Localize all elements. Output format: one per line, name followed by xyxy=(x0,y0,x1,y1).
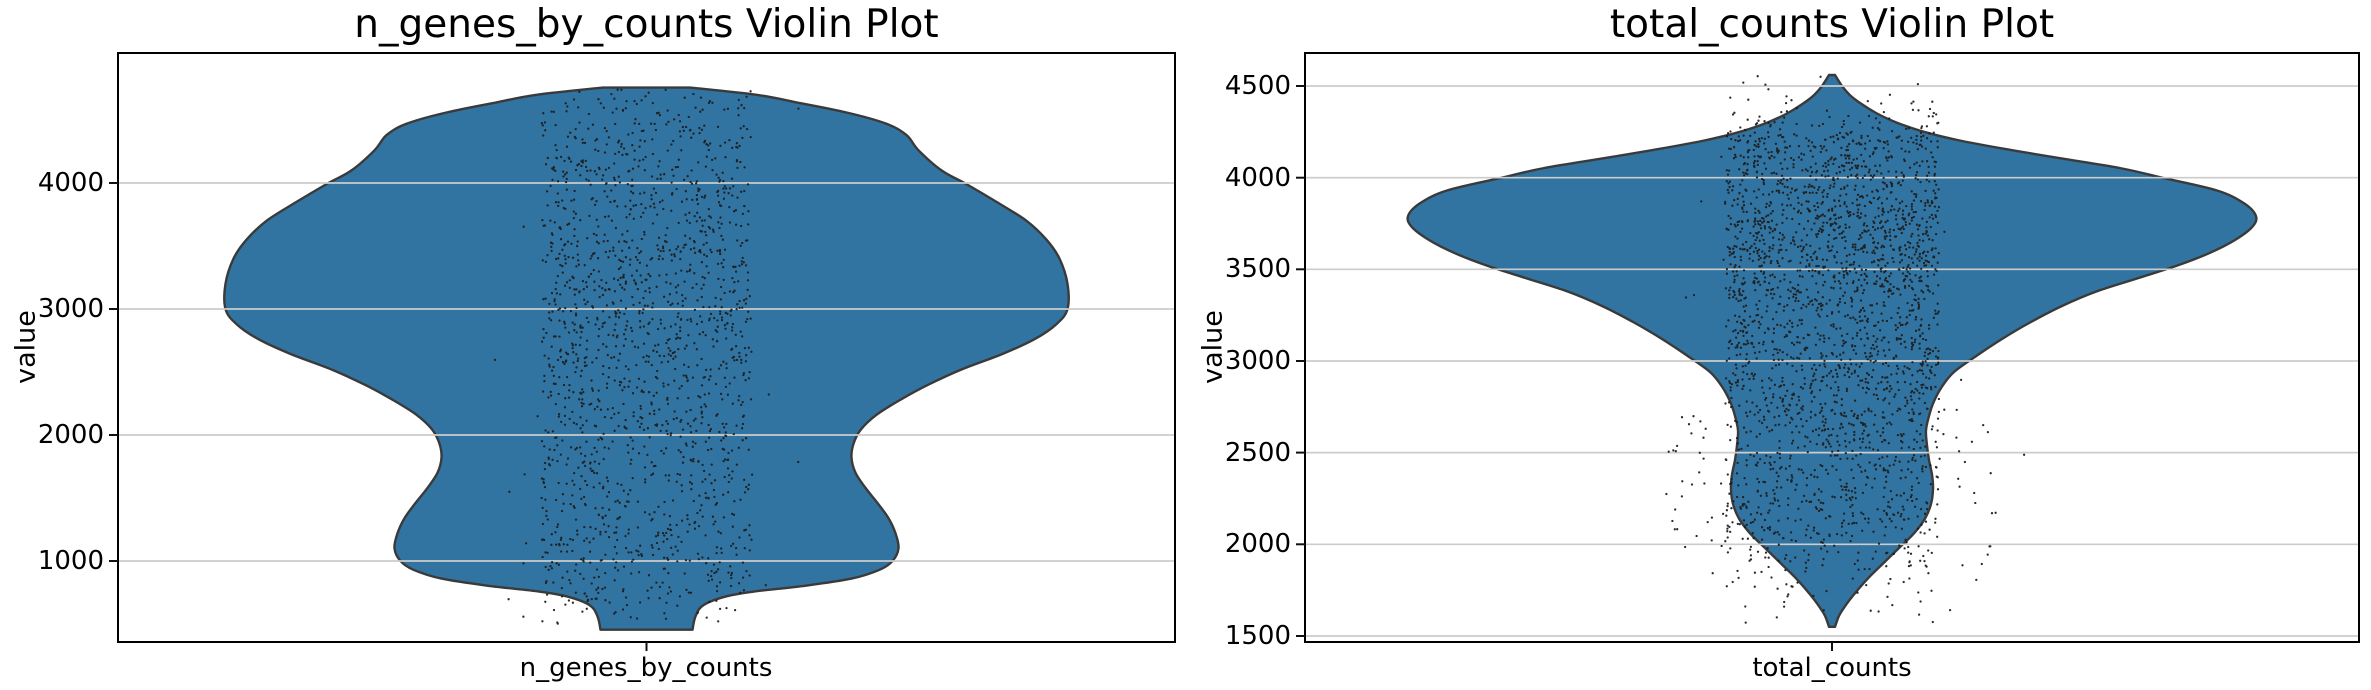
y-tick-label: 3000 xyxy=(1224,345,1291,376)
y-tick-label: 4000 xyxy=(1224,162,1291,193)
right-x-tick-label: total_counts xyxy=(1752,653,1912,683)
left-plot-title: n_genes_by_counts Violin Plot xyxy=(354,2,939,47)
panel-1 xyxy=(1296,52,2360,651)
y-tick-label: 2500 xyxy=(1224,437,1291,468)
violin-body xyxy=(1406,73,2258,628)
y-tick-label: 4000 xyxy=(37,168,104,199)
y-tick-label: 3000 xyxy=(37,294,104,324)
violin-body xyxy=(223,86,1070,631)
y-tick-label: 3500 xyxy=(1224,254,1291,285)
y-tick-label: 2000 xyxy=(37,419,104,450)
left-x-tick-label: n_genes_by_counts xyxy=(519,653,773,683)
panel-0 xyxy=(109,52,1176,651)
y-tick-label: 4500 xyxy=(1224,70,1291,101)
strip-points xyxy=(493,88,800,625)
y-tick-label: 1000 xyxy=(37,545,104,576)
strip-points xyxy=(1665,75,2026,624)
y-tick-label: 2000 xyxy=(1224,529,1291,560)
y-tick-label: 1500 xyxy=(1224,620,1291,651)
right-plot-title: total_counts Violin Plot xyxy=(1609,2,2055,47)
